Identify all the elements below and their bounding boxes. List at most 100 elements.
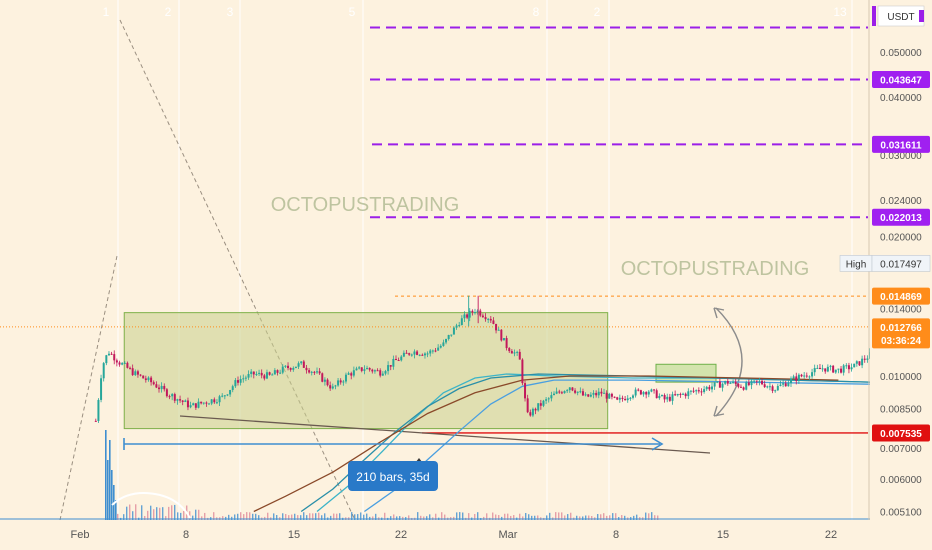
volume-bar — [135, 504, 137, 520]
volume-bar — [240, 512, 242, 520]
candle-body — [553, 393, 555, 396]
candle-body — [502, 338, 505, 341]
candle-body — [571, 387, 574, 391]
candle-body — [158, 387, 160, 390]
volume-bar — [129, 504, 131, 520]
volume-bar — [621, 515, 623, 520]
candle-body — [213, 399, 216, 403]
price-label-badge — [872, 208, 930, 226]
volume-bar — [654, 515, 656, 520]
x-tick-label: Feb — [71, 529, 90, 541]
y-tick-label: 0.006000 — [880, 475, 922, 486]
candle-body — [537, 403, 540, 411]
candle-body — [142, 375, 145, 379]
candle-body — [221, 395, 224, 397]
candle-body — [300, 361, 303, 364]
candle-body — [555, 391, 558, 394]
candle-body — [858, 361, 861, 366]
candle-body — [692, 390, 695, 392]
candle-body — [634, 389, 637, 396]
candle-body — [115, 360, 118, 363]
volume-bar — [657, 515, 659, 520]
candle-body — [603, 392, 606, 394]
candle-body — [524, 383, 527, 399]
measurement-tool[interactable]: 210 bars, 35d — [123, 437, 664, 491]
wave-count-label: 1 — [103, 5, 110, 19]
volume-bar — [201, 516, 203, 520]
volume-bar — [453, 516, 455, 520]
price-label-value: 0.022013 — [880, 213, 922, 224]
volume-bar — [228, 514, 230, 520]
candle-body — [587, 394, 590, 397]
candle-body — [813, 368, 816, 373]
candle-body — [410, 354, 413, 356]
volume-bar — [435, 513, 437, 520]
candle-body — [534, 408, 537, 411]
volume-bar — [168, 506, 170, 520]
candle-body — [639, 390, 642, 395]
candle-body — [165, 389, 168, 397]
candle-body — [510, 351, 513, 354]
candle-body — [558, 391, 561, 393]
volume-bar — [156, 507, 158, 520]
time-axis-background — [0, 520, 870, 550]
volume-bar — [399, 516, 401, 520]
candle-body — [334, 385, 337, 387]
candle-body — [742, 387, 745, 390]
volume-bar — [183, 510, 185, 520]
candle-body — [136, 371, 139, 375]
candle-body — [297, 363, 300, 367]
wave-count-label: 5 — [349, 5, 356, 19]
price-label-badge — [872, 70, 930, 88]
volume-bar — [606, 515, 608, 520]
x-tick-label: 8 — [183, 529, 189, 541]
candle-body — [576, 391, 579, 393]
candle-body — [626, 398, 629, 401]
time-axis: Feb 8 15 22 Mar 8 15 22 — [0, 520, 870, 550]
volume-bar — [141, 505, 143, 520]
candle-body — [608, 393, 611, 399]
candle-body — [468, 310, 471, 318]
candle-body — [352, 370, 355, 376]
candle-body — [287, 365, 290, 369]
candle-body — [176, 399, 179, 401]
volume-bar — [264, 516, 266, 520]
candle-body — [129, 367, 132, 369]
candle-body — [779, 384, 782, 386]
volume-bar — [651, 512, 653, 520]
high-value-label: 0.017497 — [880, 259, 922, 270]
candle-body — [718, 381, 721, 388]
volume-bar — [588, 515, 590, 520]
candle-body — [668, 396, 671, 401]
candle-body — [605, 392, 608, 399]
volume-bar — [366, 513, 368, 520]
wave-count-label: 2 — [165, 5, 172, 19]
y-tick-label: 0.040000 — [880, 93, 922, 104]
candle-body — [861, 358, 864, 366]
candle-body — [181, 400, 184, 402]
measure-badge — [348, 461, 438, 491]
volume-bar — [324, 513, 326, 520]
candle-body — [708, 386, 711, 390]
candle-body — [855, 361, 858, 364]
candle-body — [202, 402, 205, 404]
candle-body — [400, 356, 403, 361]
candle-body — [734, 381, 737, 384]
volume-bars — [0, 430, 870, 520]
candle-body — [484, 317, 487, 320]
volume-bar — [180, 512, 182, 520]
volume-bar — [153, 509, 155, 520]
volume-bar — [501, 516, 503, 520]
candle-body — [429, 350, 432, 354]
candle-body — [358, 367, 361, 369]
candle-body — [107, 353, 110, 356]
candle-body — [305, 367, 308, 371]
y-tick-label: 0.024000 — [880, 196, 922, 207]
candle-body — [463, 314, 466, 319]
candle-body — [376, 370, 379, 372]
candle-body — [761, 380, 764, 385]
plot-background — [0, 0, 870, 550]
volume-bar — [243, 514, 245, 520]
volume-bar — [633, 515, 635, 520]
